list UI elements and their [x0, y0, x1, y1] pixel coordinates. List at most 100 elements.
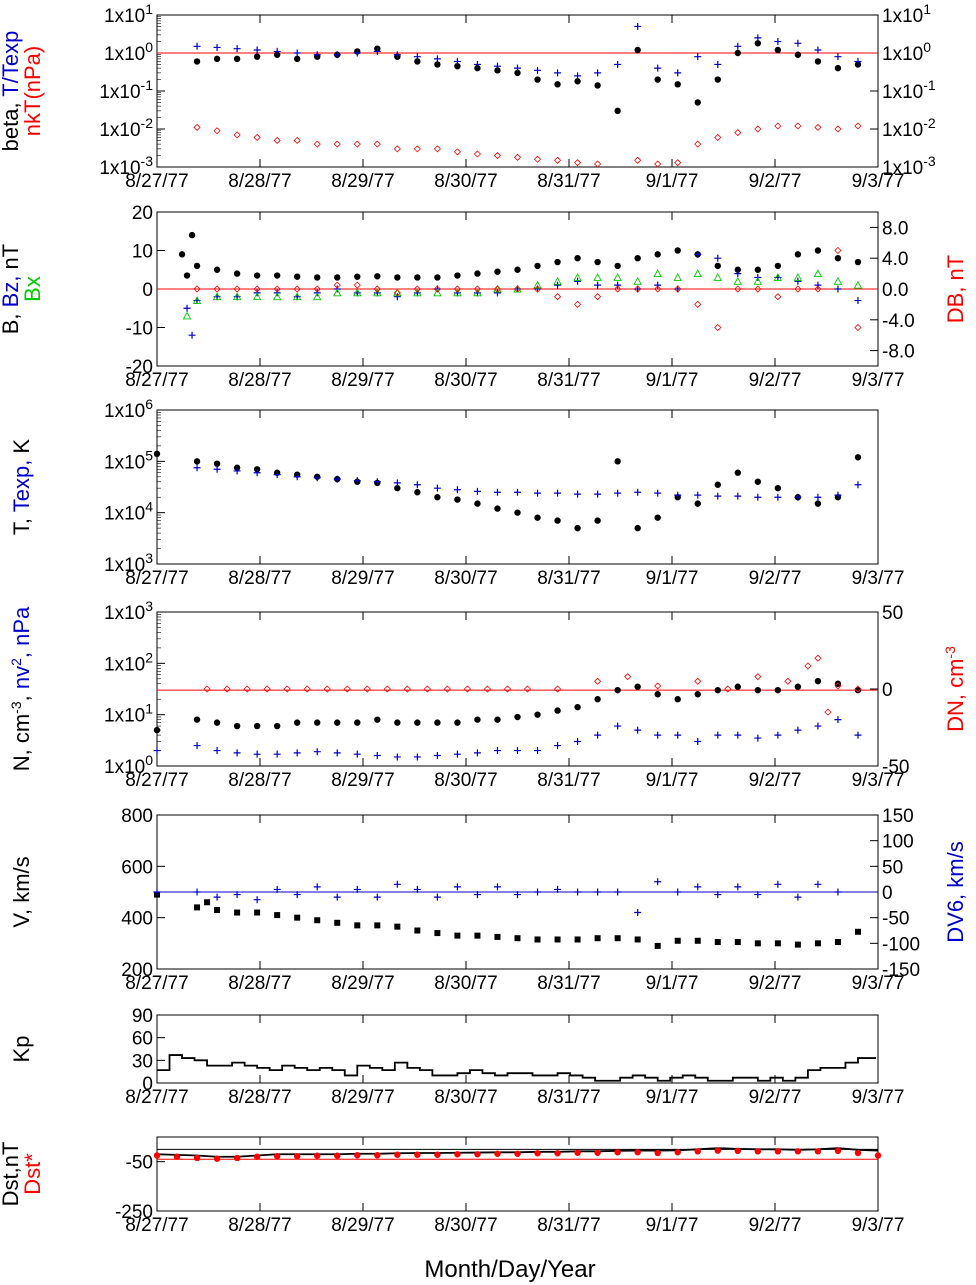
- data-point: [854, 481, 862, 489]
- right-axis-label: DV6, km/s: [943, 841, 968, 942]
- data-point: [634, 285, 642, 293]
- data-point: [353, 885, 361, 893]
- data-point: [594, 731, 602, 739]
- data-point: [794, 683, 802, 690]
- data-point: [213, 293, 221, 301]
- data-point: [374, 1152, 381, 1159]
- data-point: [433, 55, 441, 63]
- data-point: [433, 752, 441, 760]
- y-tick-label: 0: [142, 280, 153, 301]
- right-axis: -150 -100 -50 0 50 100 150: [870, 806, 920, 981]
- data-point: [734, 1147, 742, 1155]
- data-point: [353, 49, 361, 57]
- data-point: [654, 691, 661, 698]
- data-point: [153, 888, 161, 896]
- right-tick-label: -100: [882, 934, 920, 955]
- data-point: [854, 297, 862, 305]
- data-point: [514, 64, 521, 72]
- y-tick-label: 400: [121, 909, 153, 930]
- data-point: [634, 683, 641, 690]
- data-point: [834, 1147, 842, 1155]
- right-tick-label: 50: [882, 603, 903, 624]
- panel-dst: 8/27/77 8/28/77 8/29/77 8/30/77 8/31/77 9/1/7…: [0, 1136, 904, 1236]
- data-point: [454, 1151, 461, 1158]
- data-point: [333, 893, 341, 901]
- x-tick-label: 9/1/77: [646, 973, 699, 994]
- x-tick-label: 8/31/77: [537, 568, 600, 589]
- data-point: [674, 81, 681, 88]
- data-point: [654, 285, 662, 293]
- data-point: [233, 891, 241, 899]
- x-tick-label: 9/3/77: [852, 171, 905, 192]
- right-axis-label: DN, cm-3: [942, 646, 968, 732]
- data-point: [453, 148, 461, 156]
- data-point: [394, 719, 401, 726]
- data-point: [614, 262, 621, 270]
- data-point: [714, 76, 721, 83]
- y-axis: 1x10-3 1x10-2 1x10-1 1x100 1x101: [99, 1, 165, 179]
- data-point: [173, 1153, 181, 1160]
- right-tick-label: 1x100: [882, 39, 931, 65]
- data-point: [292, 292, 302, 301]
- data-point: [854, 928, 861, 935]
- data-point: [834, 680, 842, 687]
- y-axis-label: N, cm-3, nv2, nPa: [8, 606, 34, 771]
- data-point: [394, 1151, 401, 1158]
- x-axis: 8/27/77 8/28/77 8/29/77 8/30/77 8/31/77 9/1/7…: [125, 1015, 904, 1108]
- data-point: [774, 880, 782, 888]
- data-point: [413, 145, 421, 153]
- panel-beta: 8/27/77 8/28/77 8/29/77 8/30/77 8/31/77 9/1/7…: [0, 1, 936, 192]
- data-point: [774, 1148, 782, 1155]
- x-axis: 8/27/77 8/28/77 8/29/77 8/30/77 8/31/77 9/1/7…: [125, 1137, 904, 1236]
- y-tick-label: 600: [121, 857, 153, 878]
- data-point: [213, 266, 221, 273]
- data-point: [754, 266, 762, 273]
- x-tick-label: 8/31/77: [537, 770, 600, 791]
- data-point: [814, 880, 822, 888]
- data-point: [213, 127, 221, 135]
- right-tick-label: 0.0: [882, 280, 908, 301]
- data-point: [293, 749, 301, 757]
- data-point: [814, 46, 822, 54]
- data-point: [554, 742, 562, 750]
- data-point: [312, 292, 322, 301]
- plot-frame: [156, 14, 879, 168]
- data-point: [734, 270, 742, 278]
- data-point: [313, 285, 321, 293]
- data-point: [514, 509, 521, 516]
- x-tick-label: 9/3/77: [852, 973, 905, 994]
- series-0: [153, 450, 862, 532]
- data-point: [293, 49, 301, 57]
- x-tick-label: 9/2/77: [749, 370, 802, 391]
- right-tick-label: 8.0: [882, 218, 908, 239]
- data-point: [614, 935, 621, 942]
- data-point: [178, 251, 186, 258]
- x-tick-label: 8/31/77: [537, 973, 600, 994]
- data-point: [253, 896, 261, 904]
- data-point: [153, 1152, 161, 1159]
- data-point: [453, 285, 461, 293]
- data-point: [393, 880, 401, 888]
- data-point: [334, 919, 341, 926]
- right-axis-label: DB, nT: [943, 255, 968, 323]
- y-axis-label: T, Texp, K: [9, 439, 34, 536]
- data-point: [794, 493, 802, 501]
- data-point: [733, 276, 743, 285]
- data-point: [834, 716, 842, 724]
- data-point: [614, 1149, 621, 1156]
- data-point: [674, 69, 682, 77]
- data-point: [814, 247, 822, 254]
- data-point: [213, 893, 221, 901]
- data-point: [272, 292, 282, 301]
- x-tick-label: 9/3/77: [852, 370, 905, 391]
- panel-bfield: 8/27/77 8/28/77 8/29/77 8/30/77 8/31/77 9/1/7…: [0, 203, 968, 391]
- y-tick-label: -20: [126, 357, 153, 378]
- data-point: [293, 293, 301, 301]
- data-point: [654, 878, 662, 886]
- x-tick-label: 8/31/77: [537, 1087, 600, 1108]
- data-point: [734, 266, 742, 273]
- data-point: [293, 473, 301, 481]
- data-point: [774, 293, 782, 301]
